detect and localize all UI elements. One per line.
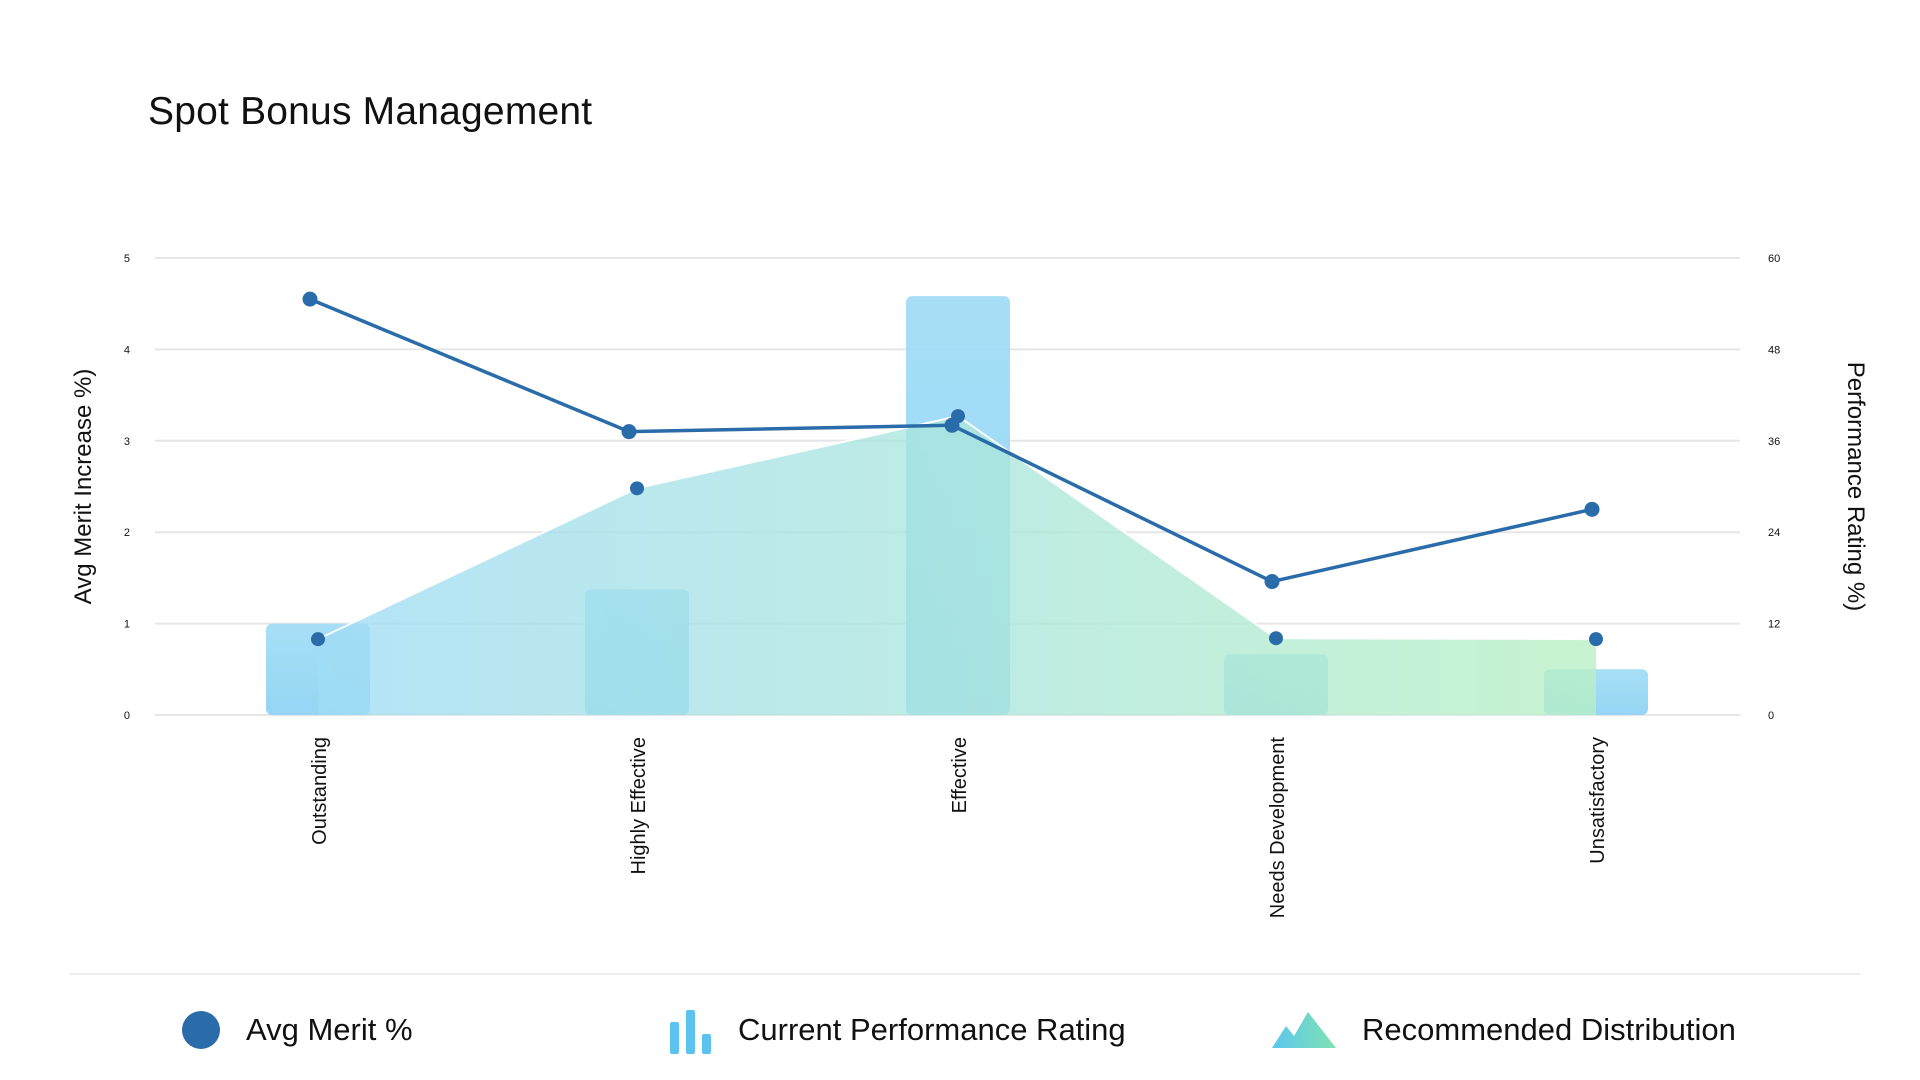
area-point — [311, 632, 325, 647]
merit-point — [302, 291, 318, 307]
mountain-icon — [1272, 1012, 1336, 1048]
category-label: Needs Development — [1267, 737, 1289, 919]
y-left-tick-label: 3 — [124, 436, 130, 448]
category-label: Unsatisfactory — [1587, 737, 1609, 864]
line-series — [302, 291, 1600, 590]
merit-point — [1264, 574, 1280, 590]
y-right-tick-label: 0 — [1768, 710, 1774, 722]
y-right-tick-label: 12 — [1768, 619, 1780, 631]
merit-point — [1584, 501, 1600, 517]
y-right-tick-label: 48 — [1768, 344, 1780, 356]
dot-icon — [182, 1011, 220, 1049]
y-left-tick-label: 0 — [124, 710, 130, 722]
y-right-axis-title: Performance Rating %) — [1842, 362, 1869, 611]
category-label: Effective — [949, 737, 971, 813]
merit-point — [621, 424, 637, 440]
y-right-tick-label: 36 — [1768, 436, 1780, 448]
y-left-axis-title: Avg Merit Increase %) — [70, 369, 97, 605]
area-series — [311, 409, 1603, 715]
area-point — [630, 481, 644, 496]
legend: Avg Merit % Current Performance Rating R… — [0, 1000, 1920, 1060]
legend-item-avg-merit[interactable]: Avg Merit % — [180, 1000, 413, 1060]
legend-label: Current Performance Rating — [738, 1012, 1126, 1047]
y-right-tick-label: 24 — [1768, 527, 1780, 539]
legend-label: Avg Merit % — [246, 1012, 413, 1047]
legend-item-current-performance[interactable]: Current Performance Rating — [668, 1000, 1126, 1060]
chart-title: Spot Bonus Management — [148, 90, 593, 133]
category-label: Outstanding — [309, 737, 331, 845]
merit-point — [944, 417, 960, 433]
area-point — [1589, 632, 1603, 647]
y-left-tick-label: 1 — [124, 619, 130, 631]
y-right-tick-label: 60 — [1768, 253, 1780, 265]
category-label: Highly Effective — [628, 737, 650, 874]
area-point — [1269, 631, 1283, 646]
y-left-tick-label: 5 — [124, 253, 130, 265]
bar-chart-icon — [670, 1010, 711, 1054]
y-left-tick-label: 4 — [124, 344, 130, 356]
y-left-tick-label: 2 — [124, 527, 130, 539]
legend-divider — [70, 973, 1860, 975]
legend-label: Recommended Distribution — [1362, 1012, 1736, 1047]
area-fill — [318, 416, 1596, 715]
legend-item-recommended-distribution[interactable]: Recommended Distribution — [1272, 1000, 1736, 1060]
